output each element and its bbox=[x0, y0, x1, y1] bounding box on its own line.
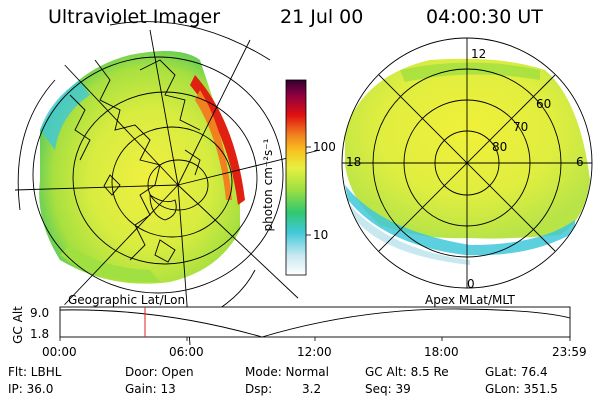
info-flt: Flt: LBHL bbox=[8, 365, 62, 379]
timeline-xtick-2: 12:00 bbox=[297, 345, 332, 359]
mlt-label-12: 12 bbox=[471, 47, 487, 61]
timeline-xtick-0: 00:00 bbox=[42, 345, 77, 359]
info-gc-alt: GC Alt: 8.5 Re bbox=[365, 365, 449, 379]
mlat-label-70: 70 bbox=[513, 120, 529, 134]
app-title: Ultraviolet Imager bbox=[48, 6, 221, 28]
info-ip: IP: 36.0 bbox=[8, 382, 54, 396]
info-glon: GLon: 351.5 bbox=[485, 382, 558, 396]
mlt-label-18: 18 bbox=[346, 155, 362, 169]
geographic-map-panel bbox=[14, 21, 321, 346]
apex-map-panel bbox=[341, 37, 593, 289]
aurora-bright-arc bbox=[190, 75, 245, 205]
info-dsp-label: Dsp: bbox=[245, 382, 273, 396]
timeline-ytick-low: 1.8 bbox=[30, 327, 50, 341]
timeline-xtick-3: 18:00 bbox=[424, 345, 459, 359]
mlat-label-60: 60 bbox=[536, 97, 552, 111]
info-seq: Seq: 39 bbox=[365, 382, 411, 396]
mlat-label-80: 80 bbox=[492, 140, 508, 154]
info-gain: Gain: 13 bbox=[125, 382, 176, 396]
coastlines bbox=[69, 59, 201, 263]
time-label: 04:00:30 UT bbox=[426, 6, 543, 28]
info-glat: GLat: 76.4 bbox=[485, 365, 548, 379]
aurora-image-right bbox=[345, 58, 590, 239]
altitude-timeline bbox=[59, 306, 571, 341]
timeline-ytick-high: 9.0 bbox=[30, 306, 50, 320]
timeline-ylabel: GC Alt bbox=[11, 306, 25, 344]
right-panel-caption: Apex MLat/MLT bbox=[425, 293, 515, 307]
altitude-curve bbox=[59, 308, 571, 338]
info-mode: Mode: Normal bbox=[245, 365, 329, 379]
info-door: Door: Open bbox=[125, 365, 194, 379]
mlt-label-6: 6 bbox=[576, 155, 584, 169]
left-panel-caption: Geographic Lat/Lon bbox=[68, 293, 186, 307]
aurora-image-left bbox=[39, 51, 240, 284]
colorbar-tick-100: 100 bbox=[313, 140, 336, 154]
info-dsp-value: 3.2 bbox=[302, 382, 322, 396]
timeline-xtick-4: 23:59 bbox=[552, 345, 587, 359]
date-label: 21 Jul 00 bbox=[280, 6, 364, 28]
colorbar-label: photon cm⁻²s⁻¹ bbox=[261, 138, 275, 232]
timeline-xtick-1: 06:00 bbox=[169, 345, 204, 359]
mlt-label-0: 0 bbox=[467, 277, 475, 291]
colorbar bbox=[285, 79, 307, 276]
colorbar-tick-10: 10 bbox=[313, 228, 329, 242]
